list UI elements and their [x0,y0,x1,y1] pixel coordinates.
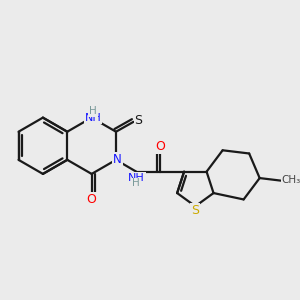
Text: NH: NH [128,173,145,183]
Text: S: S [134,114,142,127]
Text: O: O [155,140,165,153]
Text: CH₃: CH₃ [282,176,300,185]
Text: N: N [113,153,122,166]
Text: NH: NH [85,112,101,123]
Text: O: O [87,193,97,206]
Text: H: H [89,106,97,116]
Text: S: S [191,204,199,217]
Text: H: H [132,178,140,188]
